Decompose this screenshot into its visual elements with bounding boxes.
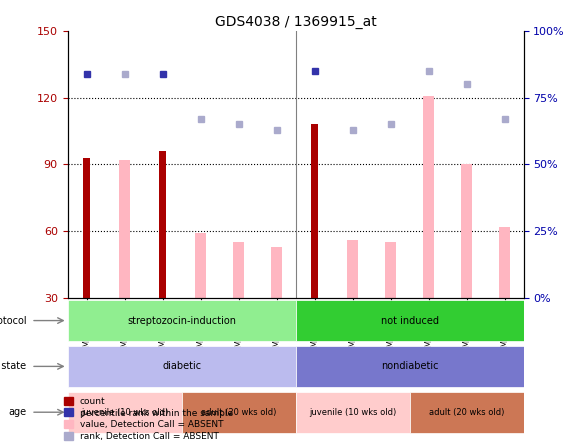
FancyBboxPatch shape xyxy=(181,392,296,433)
Bar xyxy=(499,226,510,297)
Bar xyxy=(385,242,396,297)
Legend: count, percentile rank within the sample, value, Detection Call = ABSENT, rank, : count, percentile rank within the sample… xyxy=(61,394,235,444)
Text: juvenile (10 wks old): juvenile (10 wks old) xyxy=(81,408,168,417)
Bar xyxy=(271,246,282,297)
Bar xyxy=(195,233,206,297)
FancyBboxPatch shape xyxy=(68,392,181,433)
Bar xyxy=(83,158,90,297)
Text: streptozocin-induction: streptozocin-induction xyxy=(127,316,236,325)
FancyBboxPatch shape xyxy=(68,300,296,341)
Bar xyxy=(119,160,130,297)
Bar xyxy=(233,242,244,297)
Text: not induced: not induced xyxy=(381,316,439,325)
FancyBboxPatch shape xyxy=(296,346,524,387)
Text: diabetic: diabetic xyxy=(162,361,201,371)
Bar xyxy=(423,95,434,297)
FancyBboxPatch shape xyxy=(296,392,410,433)
FancyBboxPatch shape xyxy=(68,346,296,387)
Text: juvenile (10 wks old): juvenile (10 wks old) xyxy=(309,408,396,417)
Title: GDS4038 / 1369915_at: GDS4038 / 1369915_at xyxy=(215,15,377,29)
Text: disease state: disease state xyxy=(0,361,26,371)
Text: protocol: protocol xyxy=(0,316,26,325)
FancyBboxPatch shape xyxy=(410,392,524,433)
Bar xyxy=(461,164,472,297)
Bar xyxy=(159,151,166,297)
Bar xyxy=(347,240,358,297)
FancyBboxPatch shape xyxy=(296,300,524,341)
Bar xyxy=(311,124,318,297)
Text: age: age xyxy=(8,407,26,417)
Text: nondiabetic: nondiabetic xyxy=(381,361,439,371)
Text: adult (20 wks old): adult (20 wks old) xyxy=(429,408,504,417)
Text: adult (20 wks old): adult (20 wks old) xyxy=(201,408,276,417)
